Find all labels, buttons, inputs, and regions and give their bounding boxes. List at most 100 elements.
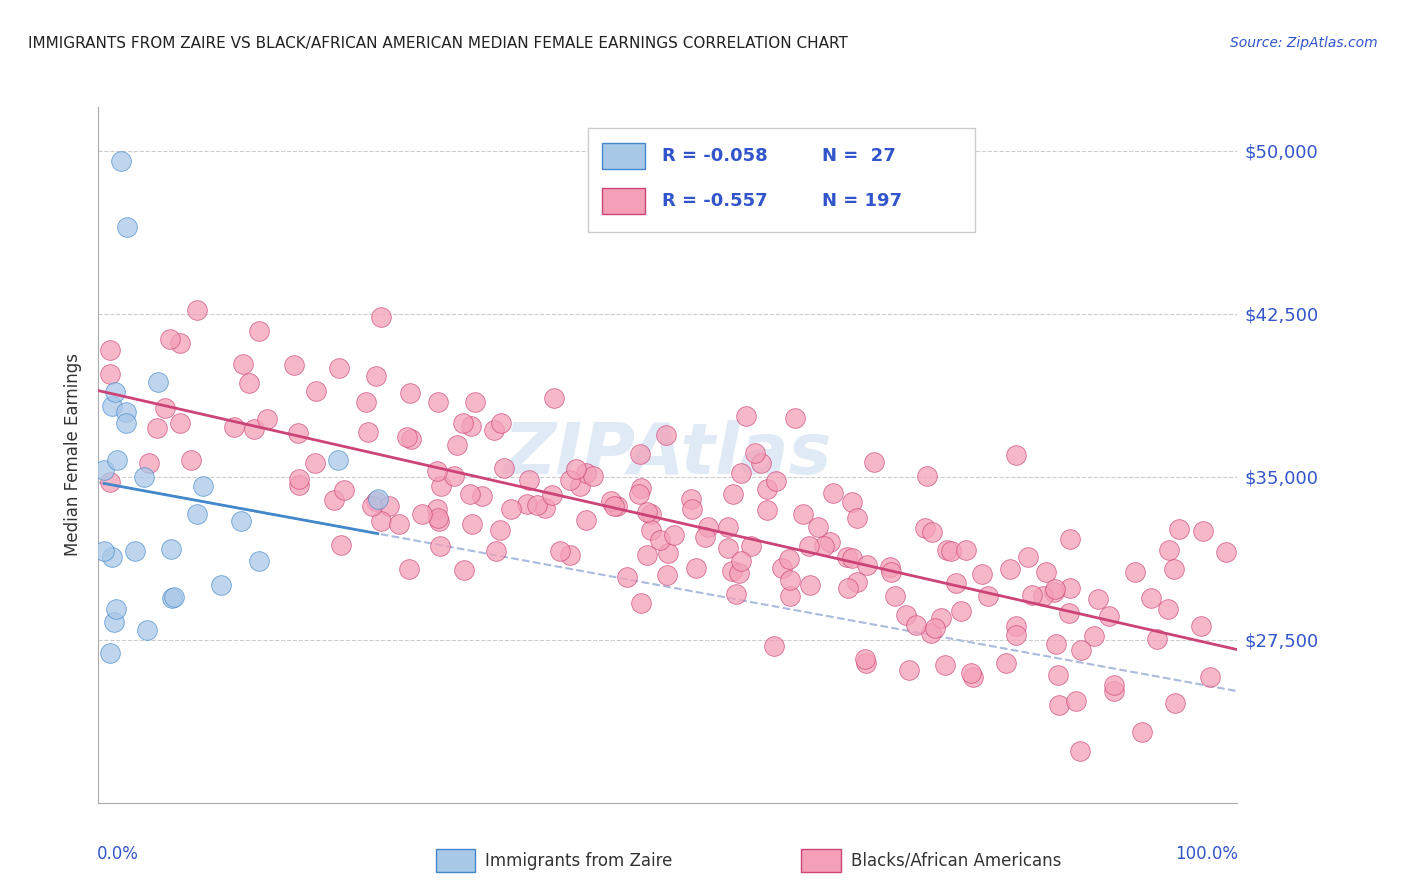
Point	[399, 385, 422, 400]
Point	[863, 455, 886, 469]
Point	[640, 523, 662, 537]
Point	[1159, 542, 1181, 557]
Point	[103, 615, 125, 630]
Point	[779, 589, 801, 603]
Point	[492, 461, 515, 475]
Point	[896, 608, 918, 623]
Point	[460, 418, 482, 433]
Point	[845, 575, 868, 590]
Point	[93, 463, 115, 477]
Point	[364, 494, 387, 508]
Point	[657, 546, 679, 560]
Point	[366, 368, 388, 383]
Point	[696, 520, 718, 534]
Point	[1043, 584, 1066, 599]
Point	[107, 453, 129, 467]
Point	[100, 475, 122, 490]
Point	[915, 469, 938, 483]
Y-axis label: Median Female Earnings: Median Female Earnings	[65, 353, 83, 557]
Point	[388, 517, 411, 532]
Point	[100, 646, 122, 660]
Point	[972, 566, 994, 581]
Point	[283, 358, 305, 372]
Point	[427, 510, 450, 524]
Point	[485, 543, 508, 558]
Point	[565, 461, 588, 475]
Point	[1215, 545, 1237, 559]
Point	[461, 516, 484, 531]
Point	[1069, 744, 1091, 758]
Point	[533, 501, 555, 516]
Point	[357, 425, 380, 439]
Text: Immigrants from Zaire: Immigrants from Zaire	[485, 852, 672, 870]
Text: ZIPAtlas: ZIPAtlas	[503, 420, 832, 490]
Point	[186, 302, 208, 317]
Point	[453, 562, 475, 576]
Point	[1083, 628, 1105, 642]
Text: R = -0.557: R = -0.557	[662, 192, 768, 210]
Text: 0.0%: 0.0%	[97, 845, 139, 863]
Point	[288, 472, 311, 486]
Point	[526, 498, 548, 512]
Point	[1059, 581, 1081, 595]
Point	[1004, 448, 1026, 462]
Point	[924, 622, 946, 636]
Point	[730, 554, 752, 568]
Point	[360, 499, 382, 513]
Point	[378, 500, 401, 514]
Point	[568, 479, 591, 493]
Point	[841, 551, 863, 566]
Point	[730, 466, 752, 480]
Point	[807, 520, 830, 534]
Point	[136, 623, 159, 637]
Point	[880, 565, 903, 579]
Point	[603, 500, 626, 514]
Point	[662, 528, 685, 542]
Point	[1046, 668, 1069, 682]
Point	[640, 507, 662, 521]
Point	[482, 423, 505, 437]
Point	[821, 486, 844, 500]
Point	[328, 453, 350, 467]
Point	[740, 539, 762, 553]
Point	[955, 543, 977, 558]
Point	[582, 469, 605, 483]
Point	[1192, 524, 1215, 538]
Point	[1164, 696, 1187, 710]
Point	[1005, 628, 1028, 642]
Point	[305, 384, 328, 399]
Point	[558, 548, 581, 562]
Point	[458, 487, 481, 501]
Point	[489, 523, 512, 537]
Text: Blacks/African Americans: Blacks/African Americans	[851, 852, 1062, 870]
Point	[1035, 565, 1057, 579]
Point	[222, 420, 245, 434]
Point	[443, 469, 465, 483]
Point	[681, 491, 703, 506]
Point	[517, 474, 540, 488]
Point	[841, 495, 863, 509]
Point	[541, 488, 564, 502]
Point	[1189, 619, 1212, 633]
Point	[333, 483, 356, 498]
Point	[630, 481, 652, 495]
Point	[132, 470, 155, 484]
Point	[693, 530, 716, 544]
Point	[853, 652, 876, 666]
Text: Source: ZipAtlas.com: Source: ZipAtlas.com	[1230, 36, 1378, 50]
Point	[914, 521, 936, 535]
Point	[101, 399, 124, 413]
Text: IMMIGRANTS FROM ZAIRE VS BLACK/AFRICAN AMERICAN MEDIAN FEMALE EARNINGS CORRELATI: IMMIGRANTS FROM ZAIRE VS BLACK/AFRICAN A…	[28, 36, 848, 51]
Point	[247, 324, 270, 338]
Point	[354, 395, 377, 409]
Point	[543, 391, 565, 405]
Point	[1017, 549, 1039, 564]
Point	[411, 507, 433, 521]
Point	[329, 538, 352, 552]
Point	[995, 657, 1018, 671]
Point	[855, 656, 877, 670]
Point	[115, 416, 138, 430]
Point	[1021, 589, 1043, 603]
Point	[616, 570, 638, 584]
Point	[160, 541, 183, 556]
